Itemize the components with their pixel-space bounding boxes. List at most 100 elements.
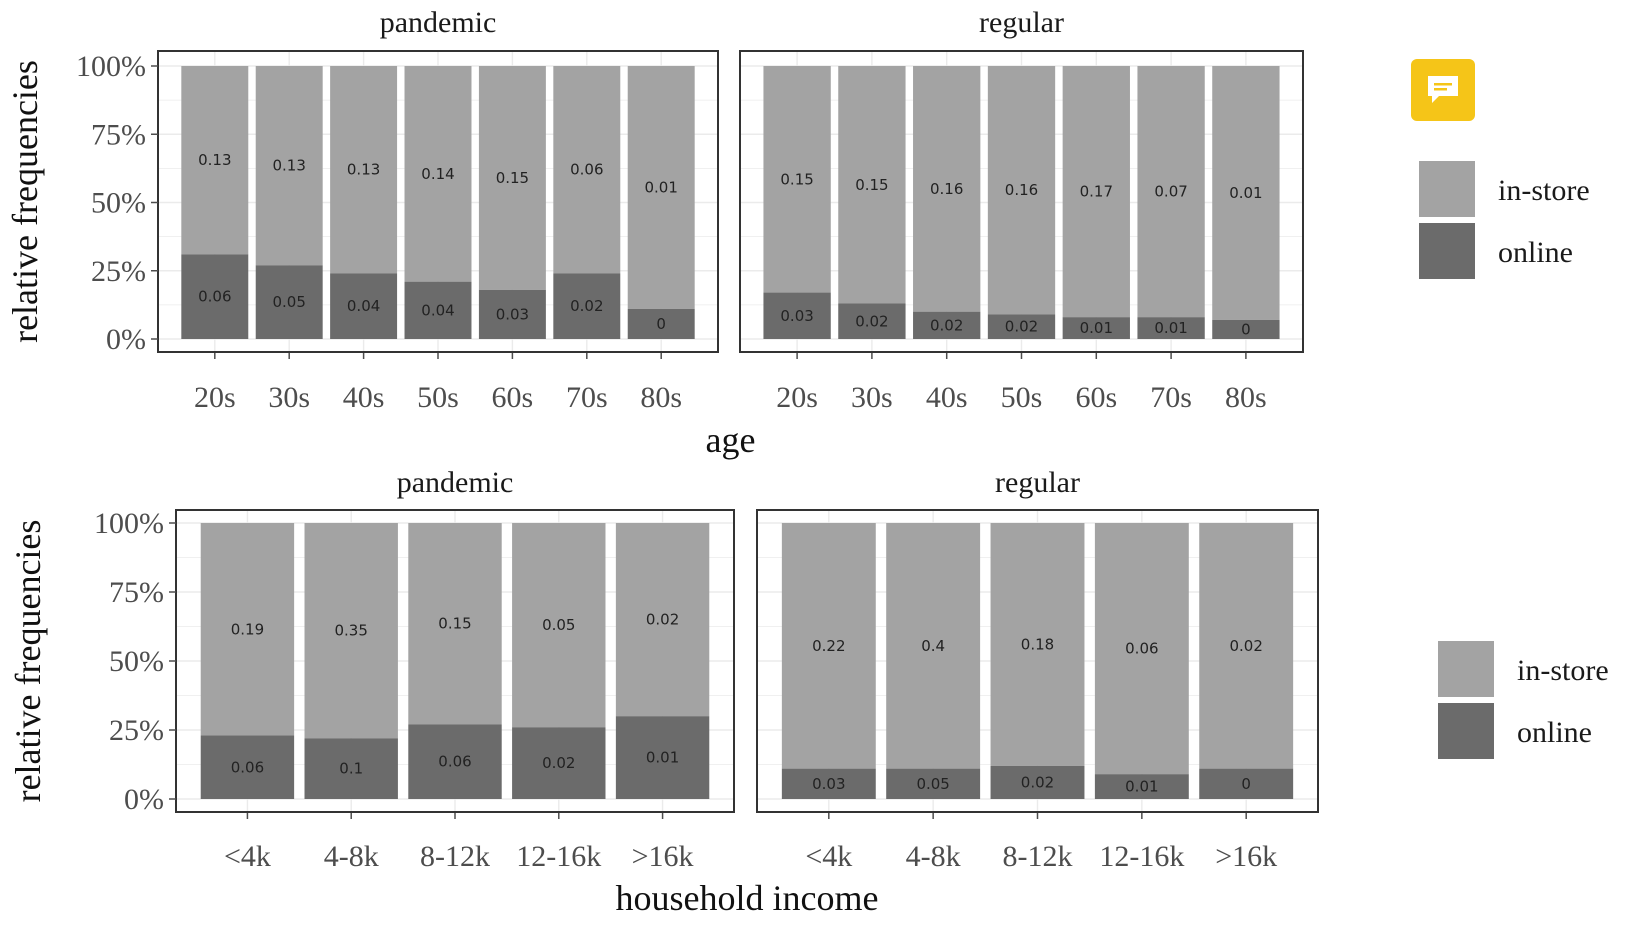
data-label-online: 0.03: [812, 775, 845, 793]
bar-instore: [1199, 523, 1294, 769]
data-label-instore: 0.01: [644, 178, 677, 196]
bar-instore: [553, 66, 621, 274]
y-tick-label: 100%: [76, 50, 146, 83]
data-label-online: 0.06: [231, 758, 264, 776]
data-label-online: 0.02: [542, 754, 575, 772]
bar-instore: [1137, 66, 1205, 318]
feedback-button[interactable]: [1411, 59, 1475, 121]
bar-instore: [478, 66, 546, 290]
x-axis-title: household income: [616, 878, 879, 918]
legend-key: [1417, 159, 1477, 219]
y-tick-label: 0%: [106, 323, 146, 356]
bar-online: [615, 716, 710, 799]
data-label-online: 0.03: [780, 307, 813, 325]
data-label-online: 0.02: [1021, 773, 1054, 791]
bar-instore: [886, 523, 981, 769]
bar-online: [330, 273, 398, 339]
x-tick-label: 40s: [343, 381, 385, 414]
data-label-instore: 0.16: [930, 180, 963, 198]
panel-title: regular: [979, 6, 1064, 39]
data-label-online: 0.01: [1125, 778, 1158, 796]
panel-title: regular: [995, 466, 1080, 499]
y-axis-title: relative frequencies: [5, 60, 45, 343]
bar-online: [763, 292, 831, 339]
bar-online: [408, 724, 502, 799]
bar-online: [512, 727, 606, 799]
x-tick-label: 20s: [194, 381, 236, 414]
bar-online: [1094, 774, 1189, 799]
x-tick-label: 30s: [851, 381, 893, 414]
x-tick-label: >16k: [632, 840, 694, 873]
data-label-online: 0.02: [1005, 318, 1038, 336]
bar-instore: [304, 523, 398, 739]
data-label-instore: 0.01: [1229, 184, 1262, 202]
data-label-instore: 0.06: [1125, 640, 1158, 658]
bar-online: [627, 308, 695, 339]
bar-instore: [255, 66, 323, 266]
data-label-instore: 0.05: [542, 616, 575, 634]
data-label-online: 0: [656, 315, 666, 333]
x-tick-label: 30s: [268, 381, 310, 414]
bar-instore: [404, 66, 472, 282]
data-label-instore: 0.4: [921, 637, 945, 655]
comment-icon: [1428, 76, 1458, 103]
bar-instore: [781, 523, 876, 769]
data-label-instore: 0.06: [570, 161, 603, 179]
bar-online: [1062, 317, 1130, 339]
data-label-online: 0.06: [438, 753, 471, 771]
data-label-online: 0: [1241, 320, 1251, 338]
data-label-online: 0: [1241, 775, 1251, 793]
x-tick-label: 60s: [492, 381, 534, 414]
x-tick-label: 60s: [1075, 381, 1117, 414]
panel-border: [756, 509, 1319, 813]
x-tick-label: 12-16k: [1099, 840, 1184, 873]
bar-instore: [408, 523, 502, 725]
data-label-instore: 0.13: [272, 157, 305, 175]
y-tick-label: 50%: [91, 187, 146, 220]
x-tick-label: 80s: [1225, 381, 1267, 414]
bar-online: [255, 265, 323, 339]
bar-instore: [987, 66, 1056, 315]
panel-title: pandemic: [397, 466, 514, 499]
data-label-instore: 0.02: [646, 611, 679, 629]
x-tick-label: 12-16k: [516, 840, 601, 873]
bar-online: [181, 254, 249, 339]
x-tick-label: >16k: [1215, 840, 1277, 873]
panel-border: [739, 50, 1304, 353]
data-label-instore: 0.18: [1021, 635, 1054, 653]
bar-instore: [181, 66, 249, 255]
data-label-instore: 0.13: [198, 151, 231, 169]
data-label-instore: 0.15: [780, 170, 813, 188]
data-label-online: 0.02: [570, 297, 603, 315]
data-label-instore: 0.07: [1154, 183, 1187, 201]
bar-instore: [627, 66, 695, 309]
bar-instore: [330, 66, 398, 274]
bar-online: [478, 289, 546, 339]
data-label-online: 0.02: [855, 312, 888, 330]
bar-instore: [1062, 66, 1130, 318]
data-label-online: 0.04: [421, 301, 454, 319]
data-label-online: 0.02: [930, 316, 963, 334]
data-label-online: 0.01: [1154, 319, 1187, 337]
x-tick-label: 8-12k: [1003, 840, 1073, 873]
bar-online: [553, 273, 621, 339]
data-label-online: 0.05: [272, 293, 305, 311]
legend-label: online: [1517, 716, 1592, 749]
x-tick-label: 50s: [1001, 381, 1043, 414]
legend-label: in-store: [1498, 174, 1590, 207]
y-tick-label: 75%: [109, 576, 164, 609]
bar-online: [987, 314, 1056, 339]
data-label-instore: 0.15: [496, 169, 529, 187]
data-label-instore: 0.14: [421, 165, 454, 183]
data-label-instore: 0.19: [231, 620, 264, 638]
data-label-instore: 0.02: [1229, 637, 1262, 655]
legend-key: [1417, 221, 1477, 281]
y-tick-label: 50%: [109, 645, 164, 678]
x-tick-label: 70s: [566, 381, 608, 414]
panel-border: [157, 50, 719, 353]
x-axis-title: age: [706, 420, 756, 460]
bar-online: [781, 768, 876, 799]
data-label-online: 0.05: [916, 775, 949, 793]
bar-online: [838, 303, 906, 339]
bar-instore: [763, 66, 831, 293]
